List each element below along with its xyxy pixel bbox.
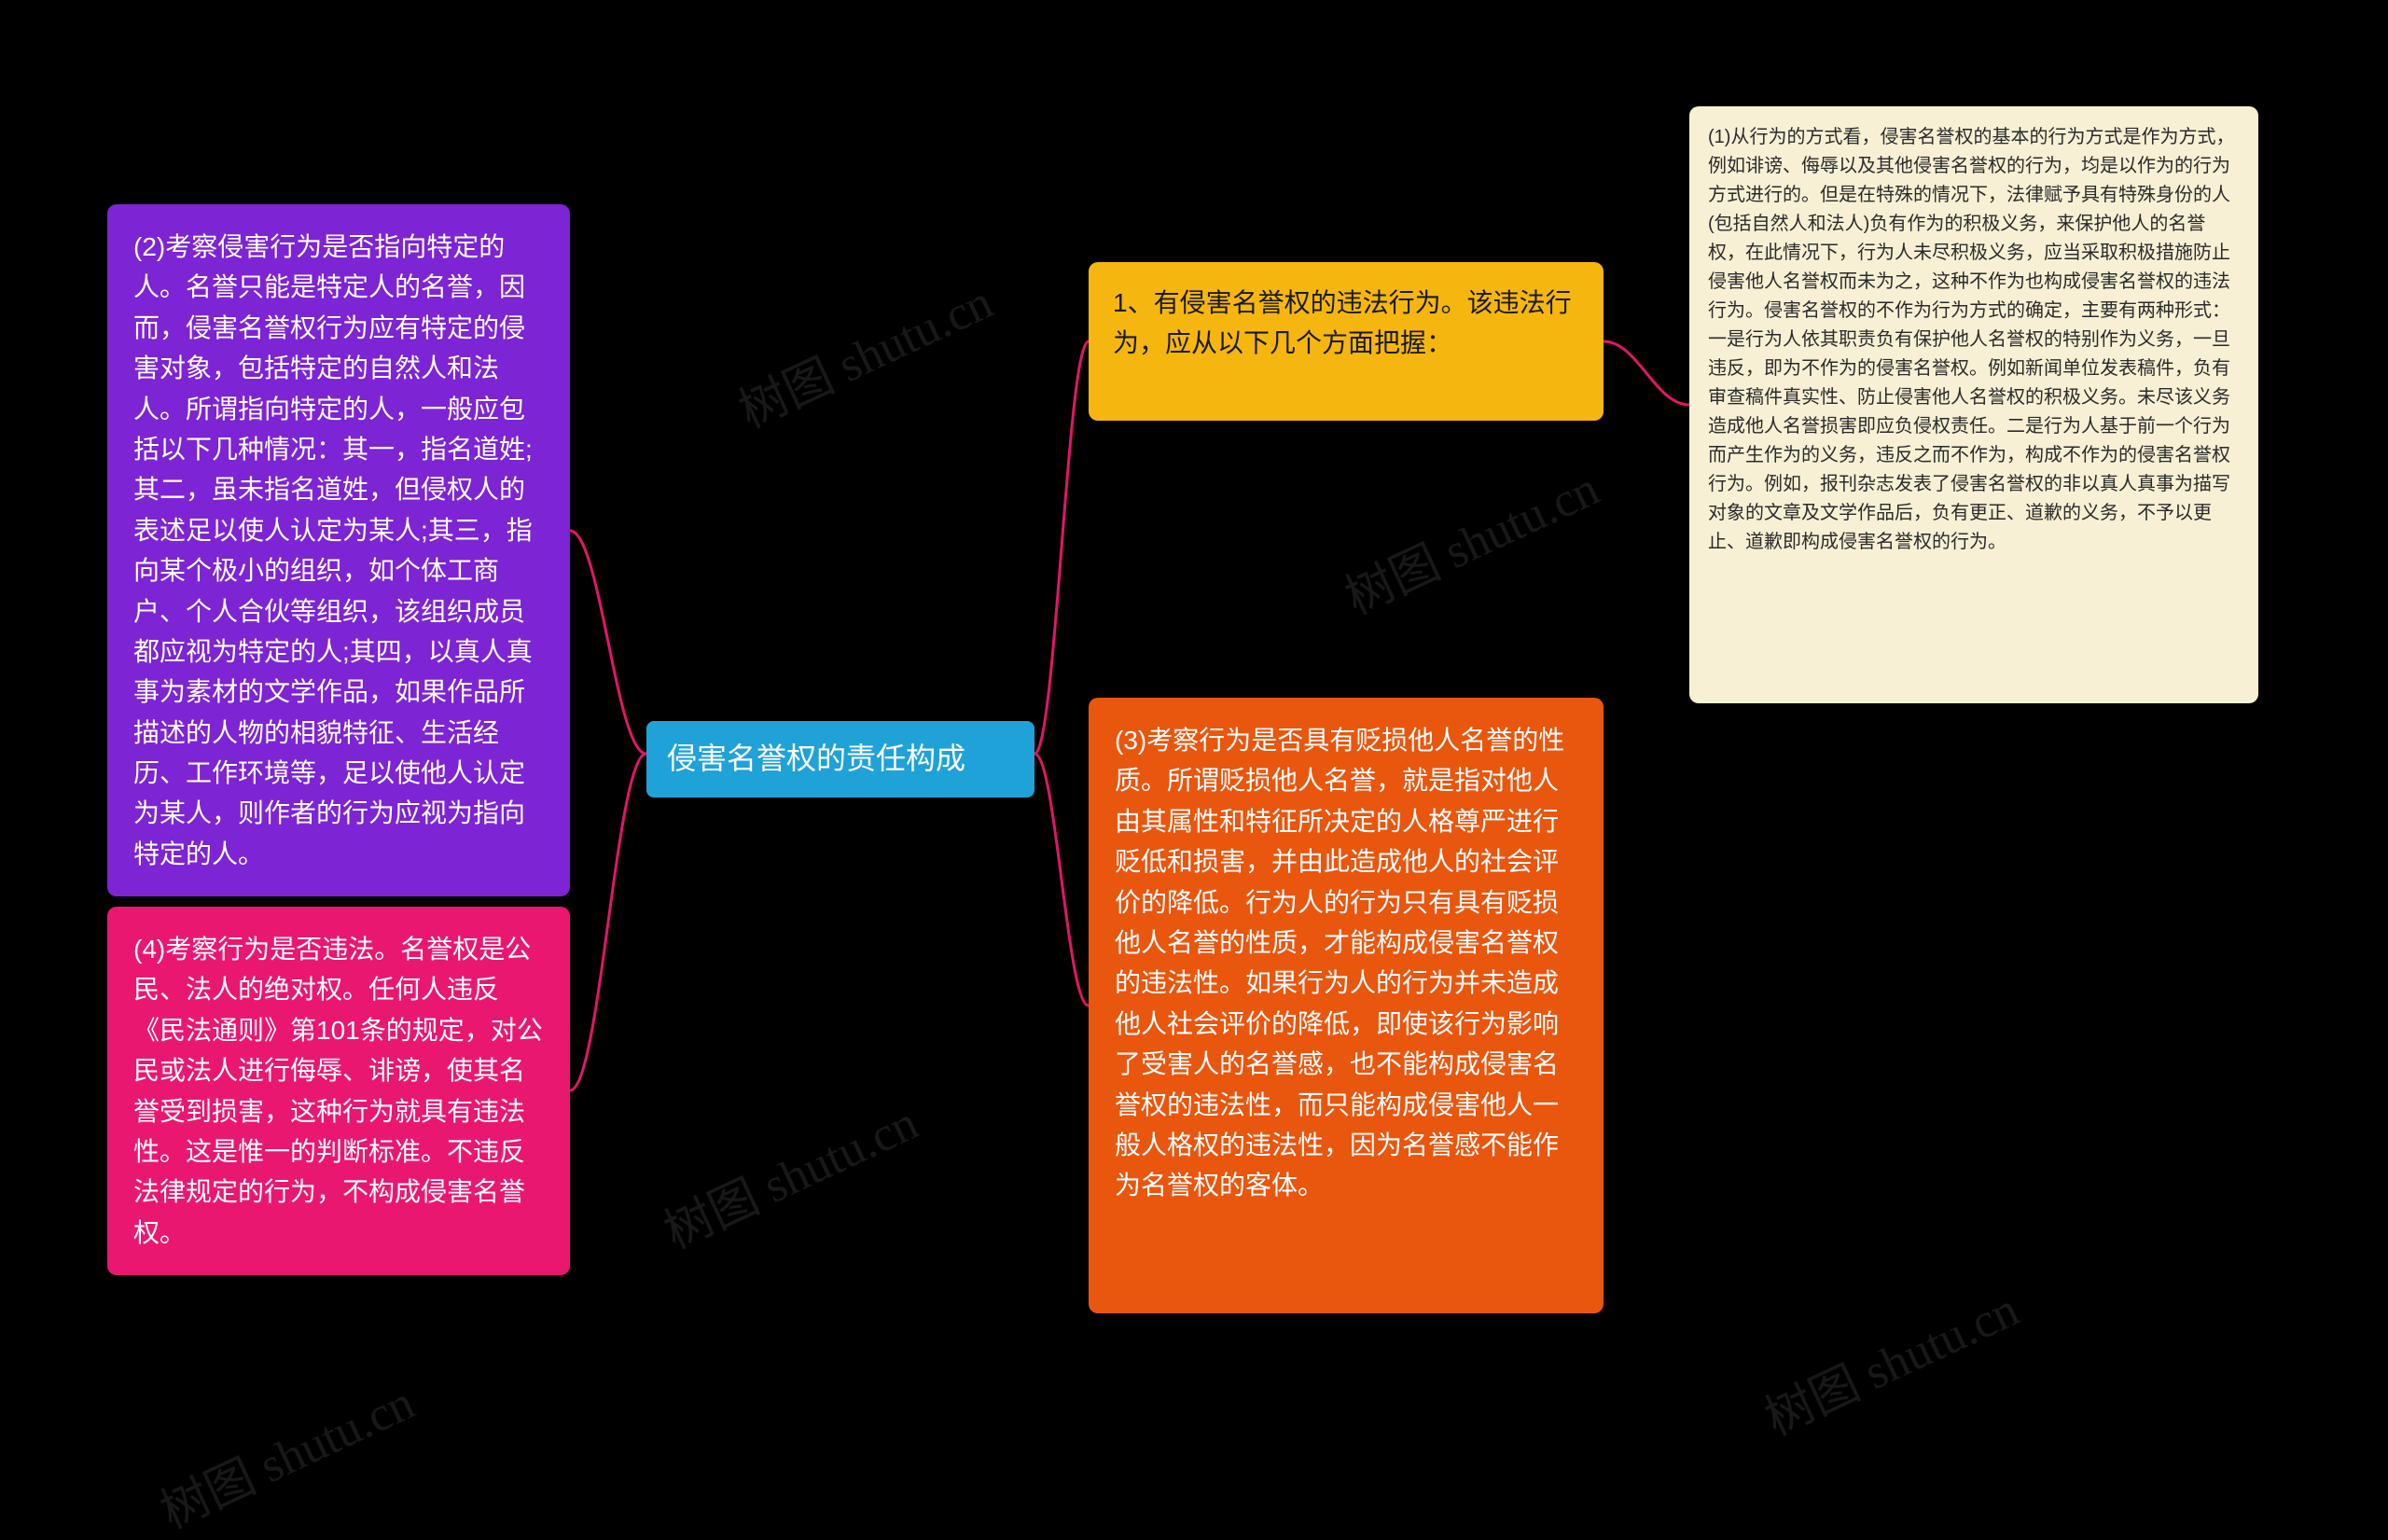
connector-edge: [570, 531, 646, 754]
watermark: 树图 shutu.cn: [651, 1084, 927, 1262]
watermark: 树图 shutu.cn: [1332, 450, 1608, 628]
watermark: 树图 shutu.cn: [147, 1364, 423, 1540]
connector-edge: [1604, 341, 1689, 405]
connector-edge: [1034, 754, 1089, 1006]
node-text: (3)考察行为是否具有贬损他人名誉的性质。所谓贬损他人名誉，就是指对他人由其属性…: [1115, 726, 1564, 1200]
branch-node-3[interactable]: (3)考察行为是否具有贬损他人名誉的性质。所谓贬损他人名誉，就是指对他人由其属性…: [1089, 698, 1604, 1313]
branch-node-1[interactable]: 1、有侵害名誉权的违法行为。该违法行为，应从以下几个方面把握：: [1089, 262, 1604, 421]
branch-node-1-1[interactable]: (1)从行为的方式看，侵害名誉权的基本的行为方式是作为方式，例如诽谤、侮辱以及其…: [1689, 106, 2258, 703]
root-label: 侵害名誉权的责任构成: [667, 742, 965, 775]
watermark: 树图 shutu.cn: [726, 263, 1002, 441]
node-text: (4)考察行为是否违法。名誉权是公民、法人的绝对权。任何人违反《民法通则》第10…: [133, 935, 543, 1247]
branch-node-2[interactable]: (2)考察侵害行为是否指向特定的人。名誉只能是特定人的名誉，因而，侵害名誉权行为…: [107, 204, 570, 896]
branch-node-4[interactable]: (4)考察行为是否违法。名誉权是公民、法人的绝对权。任何人违反《民法通则》第10…: [107, 907, 570, 1275]
node-text: 1、有侵害名誉权的违法行为。该违法行为，应从以下几个方面把握：: [1113, 288, 1572, 357]
connector-edge: [1034, 341, 1089, 754]
connector-edge: [570, 754, 646, 1090]
node-text: (1)从行为的方式看，侵害名誉权的基本的行为方式是作为方式，例如诽谤、侮辱以及其…: [1708, 127, 2234, 552]
watermark: 树图 shutu.cn: [1752, 1270, 2028, 1449]
node-text: (2)考察侵害行为是否指向特定的人。名誉只能是特定人的名誉，因而，侵害名誉权行为…: [133, 232, 533, 868]
mindmap-root-node[interactable]: 侵害名誉权的责任构成: [646, 721, 1034, 798]
